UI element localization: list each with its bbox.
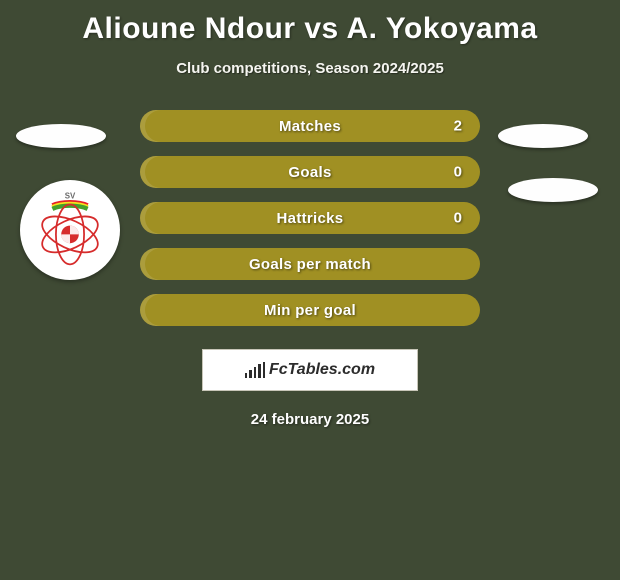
brand-name: FcTables.com [269, 361, 375, 379]
stat-row: Hattricks 0 [0, 195, 620, 241]
stat-row: Goals 0 [0, 149, 620, 195]
stat-label: Goals [288, 164, 331, 181]
stat-label: Hattricks [277, 210, 344, 227]
stat-row: Min per goal [0, 287, 620, 333]
stat-bar: Matches [140, 110, 480, 142]
brand-badge[interactable]: FcTables.com [202, 349, 418, 391]
stat-bar: Goals [140, 156, 480, 188]
stat-right-value: 0 [454, 210, 462, 227]
barchart-icon [245, 362, 265, 378]
stat-row: Matches 2 [0, 103, 620, 149]
stat-row: Goals per match [0, 241, 620, 287]
stat-bar: Min per goal [140, 294, 480, 326]
stat-right-value: 2 [454, 118, 462, 135]
subtitle: Club competitions, Season 2024/2025 [0, 60, 620, 77]
page-title: Alioune Ndour vs A. Yokoyama [0, 0, 620, 46]
stat-label: Matches [279, 118, 341, 135]
stat-label: Min per goal [264, 302, 356, 319]
stat-label: Goals per match [249, 256, 371, 273]
date-text: 24 february 2025 [0, 411, 620, 428]
stat-bar: Hattricks [140, 202, 480, 234]
stat-bar: Goals per match [140, 248, 480, 280]
stat-right-value: 0 [454, 164, 462, 181]
comparison-chart: Matches 2 Goals 0 Hattricks 0 Goals per … [0, 103, 620, 333]
